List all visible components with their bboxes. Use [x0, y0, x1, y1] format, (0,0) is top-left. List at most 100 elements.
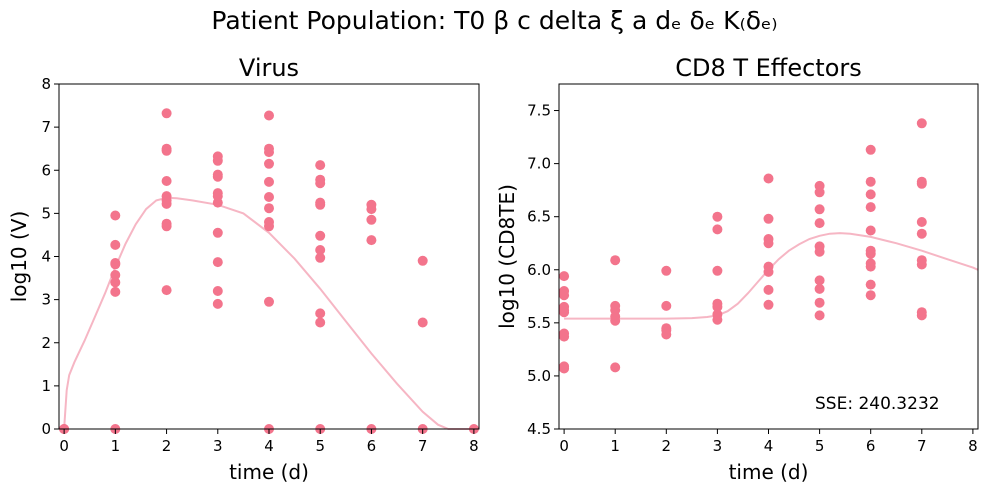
- fit-line: [63, 196, 474, 430]
- data-point: [264, 296, 274, 307]
- data-point: [264, 221, 274, 232]
- axes-frame: [58, 83, 480, 430]
- data-point: [559, 331, 570, 342]
- data-point: [315, 252, 326, 263]
- data-point: [315, 230, 326, 241]
- data-point: [916, 217, 927, 227]
- data-point: [212, 197, 223, 208]
- y-tick-label: 6: [41, 161, 51, 179]
- data-point: [212, 298, 223, 309]
- data-point: [865, 176, 876, 187]
- data-point: [417, 317, 428, 328]
- y-tick-label: 0: [41, 420, 51, 438]
- data-point: [865, 202, 876, 213]
- y-tick-label: 3: [41, 291, 51, 309]
- data-point: [315, 245, 326, 255]
- data-point: [916, 178, 927, 189]
- data-point: [559, 290, 570, 301]
- data-point: [763, 299, 774, 310]
- y-axis-label: log10 (CD8TE): [495, 184, 519, 329]
- data-point: [264, 192, 274, 202]
- data-point: [814, 204, 825, 215]
- data-point: [865, 144, 876, 155]
- data-point: [814, 275, 825, 286]
- data-point: [763, 266, 774, 277]
- data-point: [366, 214, 377, 225]
- data-point: [661, 265, 672, 276]
- data-point: [212, 171, 223, 182]
- data-point: [264, 110, 274, 121]
- data-point: [712, 211, 723, 222]
- x-tick-label: 1: [111, 437, 121, 455]
- data-point: [264, 176, 274, 187]
- x-tick-label: 0: [59, 437, 69, 455]
- y-tick-label: 7: [41, 118, 51, 136]
- y-tick-label: 8: [41, 75, 51, 93]
- data-point: [212, 227, 223, 238]
- x-tick-label: 4: [764, 437, 774, 455]
- data-point: [865, 290, 876, 301]
- x-tick-label: 0: [559, 437, 569, 455]
- data-point: [712, 301, 723, 312]
- data-point: [865, 261, 876, 272]
- data-point: [865, 189, 876, 200]
- y-tick-label: 4: [41, 248, 51, 266]
- x-axis-label: time (d): [729, 460, 809, 484]
- data-point: [110, 239, 121, 250]
- data-point: [916, 259, 927, 270]
- axes-frame: [558, 83, 979, 430]
- y-tick-label: 4.5: [527, 420, 551, 438]
- data-point: [110, 286, 121, 297]
- x-tick-label: 2: [162, 437, 172, 455]
- data-point: [161, 198, 172, 209]
- data-point: [315, 160, 326, 171]
- data-point: [212, 257, 223, 268]
- data-point: [161, 176, 172, 186]
- x-tick-label: 1: [610, 437, 620, 455]
- data-point: [315, 308, 326, 319]
- x-tick-label: 7: [917, 437, 927, 455]
- data-point: [814, 310, 825, 321]
- x-tick-label: 5: [815, 437, 825, 455]
- data-point: [110, 210, 121, 221]
- x-tick-label: 7: [418, 437, 428, 455]
- x-tick-label: 3: [713, 437, 723, 455]
- data-point: [559, 307, 570, 318]
- data-point: [865, 279, 876, 290]
- x-tick-label: 5: [315, 437, 325, 455]
- data-point: [161, 221, 172, 232]
- data-point: [865, 248, 876, 259]
- data-point: [110, 270, 121, 280]
- data-point: [264, 158, 274, 169]
- data-point: [814, 187, 825, 198]
- data-point: [110, 277, 121, 288]
- data-point: [814, 297, 825, 308]
- data-point: [559, 271, 570, 282]
- x-axis-label: time (d): [229, 460, 309, 484]
- data-point: [814, 246, 825, 257]
- data-point: [610, 255, 621, 266]
- data-point: [610, 362, 621, 373]
- y-tick-label: 5.0: [527, 367, 551, 385]
- fit-line: [564, 232, 979, 320]
- data-point: [315, 178, 326, 189]
- data-point: [264, 147, 274, 158]
- y-axis-label: log10 (V): [7, 211, 31, 303]
- y-tick-label: 1: [41, 377, 51, 395]
- data-point: [865, 225, 876, 236]
- x-tick-label: 8: [968, 437, 978, 455]
- panel-title: Virus: [239, 54, 299, 82]
- data-point: [366, 235, 377, 246]
- data-point: [212, 286, 223, 296]
- data-point: [161, 285, 172, 296]
- y-tick-label: 2: [41, 334, 51, 352]
- cd8-effectors-panel: 0 1 2 3 4 5 6 7 8 4.5 5.0 5.5 6.0 6.5 7.0 7.5 CD8 T Effe…: [495, 54, 979, 484]
- data-point: [814, 218, 825, 229]
- data-point: [814, 283, 825, 294]
- data-point: [661, 300, 672, 311]
- data-point: [763, 173, 774, 184]
- data-point: [763, 213, 774, 224]
- data-point: [763, 284, 774, 295]
- data-point: [610, 315, 621, 326]
- x-tick-label: 3: [213, 437, 223, 455]
